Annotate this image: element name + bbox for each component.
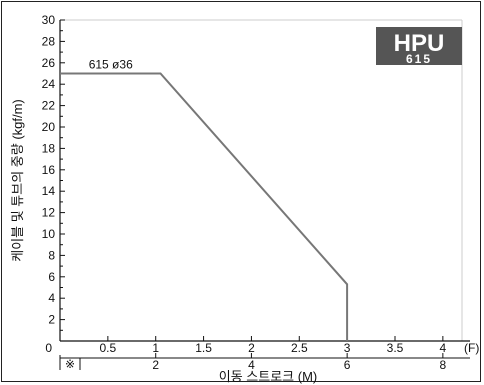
origin-label: 0: [45, 341, 52, 355]
x-m-tick-label: 4: [248, 358, 255, 372]
y-tick-label: 24: [42, 77, 56, 91]
x-tick-label: 4: [440, 341, 447, 355]
y-tick-label: 22: [42, 99, 56, 113]
y-tick-label: 6: [48, 270, 55, 284]
y-tick-label: 18: [42, 141, 56, 155]
model-badge: [376, 27, 462, 65]
series-line-615: [60, 72, 349, 341]
y-tick-label: 8: [48, 248, 55, 262]
series-label: 615 ø36: [89, 58, 133, 72]
x-axis-title: 이동 스트로크 (M): [219, 369, 317, 384]
badge-model-number: 615: [406, 52, 432, 66]
y-tick-label: 14: [42, 184, 56, 198]
y-tick-label: 2: [48, 313, 55, 327]
x-tick-label: 3: [344, 341, 351, 355]
y-tick-label: 16: [42, 163, 56, 177]
y-tick-label: 12: [42, 206, 56, 220]
y-tick-label: 10: [42, 227, 56, 241]
y-tick-label: 28: [42, 34, 56, 48]
x-tick-label: 3.5: [387, 341, 404, 355]
x-unit-f-label: (F): [464, 341, 479, 355]
x-m-tick-label: 8: [440, 358, 447, 372]
badge-model-name: HPU: [394, 30, 445, 57]
y-tick-label: 30: [42, 13, 56, 27]
x-tick-label: 0.5: [100, 341, 117, 355]
x-tick-label: 1.5: [195, 341, 212, 355]
note-symbol: ※: [65, 357, 75, 371]
y-tick-label: 4: [48, 291, 55, 305]
y-tick-label: 26: [42, 56, 56, 70]
x-tick-label: 1: [152, 341, 159, 355]
x-m-tick-label: 6: [344, 358, 351, 372]
x-tick-label: 2: [248, 341, 255, 355]
y-tick-label: 20: [42, 120, 56, 134]
y-axis-title: 케이블 및 튜브의 중량 (kgf/m): [10, 99, 25, 262]
x-m-tick-label: 2: [152, 358, 159, 372]
x-tick-label: 2.5: [291, 341, 308, 355]
